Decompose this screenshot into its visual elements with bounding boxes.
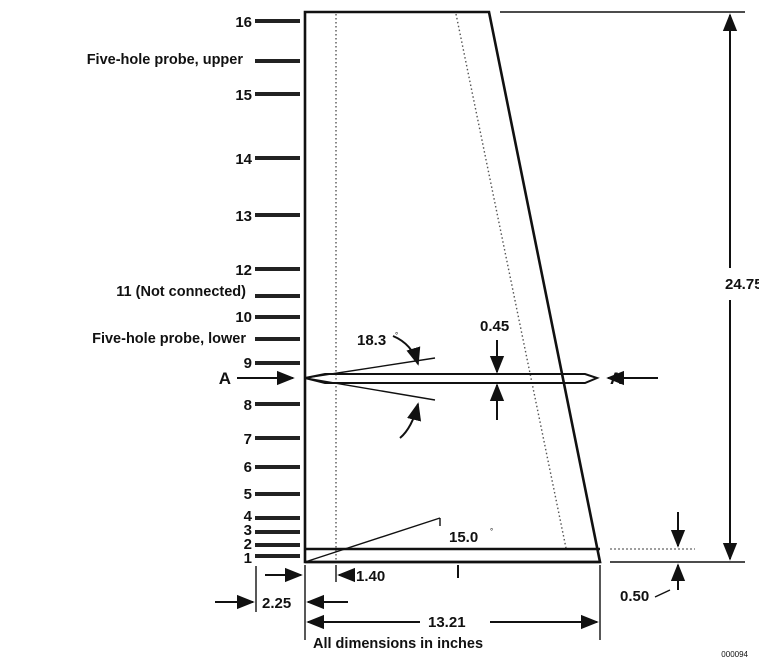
offset-225-label: 2.25 bbox=[262, 595, 291, 612]
tap-tick-marks bbox=[255, 19, 300, 558]
wedge-angle-arrow-lower bbox=[399, 402, 422, 439]
tap-2-label: 2 bbox=[244, 536, 252, 553]
swept-reference-line bbox=[455, 13, 567, 549]
wing-outline bbox=[303, 10, 602, 564]
tap-13-label: 13 bbox=[235, 208, 252, 225]
section-marker-right: A bbox=[610, 369, 622, 388]
span-label: 24.75 bbox=[725, 276, 759, 293]
sweep-angle-dimension: 15.0 ° bbox=[449, 527, 493, 546]
probe-lower-label: Five-hole probe, lower bbox=[92, 331, 246, 347]
span-dimension: 24.75 bbox=[500, 11, 759, 563]
thickness-dimension: 0.45 bbox=[480, 318, 509, 420]
offset-140-dimension: 1.40 bbox=[335, 565, 459, 585]
sweep-angle-line bbox=[304, 517, 441, 563]
tap-labels: 16 Five-hole probe, upper 15 14 13 12 11… bbox=[87, 14, 253, 567]
tap-12-label: 12 bbox=[235, 262, 252, 279]
svg-text:°: ° bbox=[395, 331, 398, 340]
probe-upper-label: Five-hole probe, upper bbox=[87, 52, 244, 68]
base-height-label: 0.50 bbox=[620, 588, 649, 605]
tap-8-label: 8 bbox=[244, 397, 252, 414]
offset-225-dimension: 2.25 bbox=[215, 566, 348, 612]
tap-5-label: 5 bbox=[244, 486, 252, 503]
base-width-label: 13.21 bbox=[428, 614, 466, 631]
tap-14-label: 14 bbox=[235, 151, 252, 168]
figure-id: 000094 bbox=[721, 650, 748, 659]
tap-15-label: 15 bbox=[235, 87, 252, 104]
units-note: All dimensions in inches bbox=[313, 636, 483, 652]
base-height-dimension: 0.50 bbox=[610, 512, 695, 605]
tap-9-label: 9 bbox=[244, 355, 252, 372]
section-aa-profile bbox=[304, 373, 600, 384]
base-width-dimension: 13.21 bbox=[304, 565, 601, 640]
svg-text:°: ° bbox=[490, 527, 493, 536]
thickness-label: 0.45 bbox=[480, 318, 509, 335]
tap-4-label: 4 bbox=[244, 508, 253, 525]
wedge-line-lower bbox=[304, 377, 436, 401]
wing-planform bbox=[303, 10, 602, 564]
section-aa-markers: A A bbox=[219, 369, 658, 388]
sweep-angle-label: 15.0 bbox=[449, 529, 478, 546]
tap-11-label: 11 (Not connected) bbox=[116, 284, 246, 300]
tap-3-label: 3 bbox=[244, 522, 252, 539]
tap-7-label: 7 bbox=[244, 431, 252, 448]
offset-140-label: 1.40 bbox=[356, 568, 385, 585]
tap-16-label: 16 bbox=[235, 14, 252, 31]
section-marker-left: A bbox=[219, 369, 231, 388]
tap-1-label: 1 bbox=[244, 550, 252, 567]
tap-10-label: 10 bbox=[235, 309, 252, 326]
wedge-angle-label: 18.3 bbox=[357, 332, 386, 349]
wedge-angle-arrow-upper bbox=[392, 335, 421, 366]
tap-6-label: 6 bbox=[244, 459, 252, 476]
wedge-angle-dimension: 18.3 ° bbox=[357, 331, 422, 439]
